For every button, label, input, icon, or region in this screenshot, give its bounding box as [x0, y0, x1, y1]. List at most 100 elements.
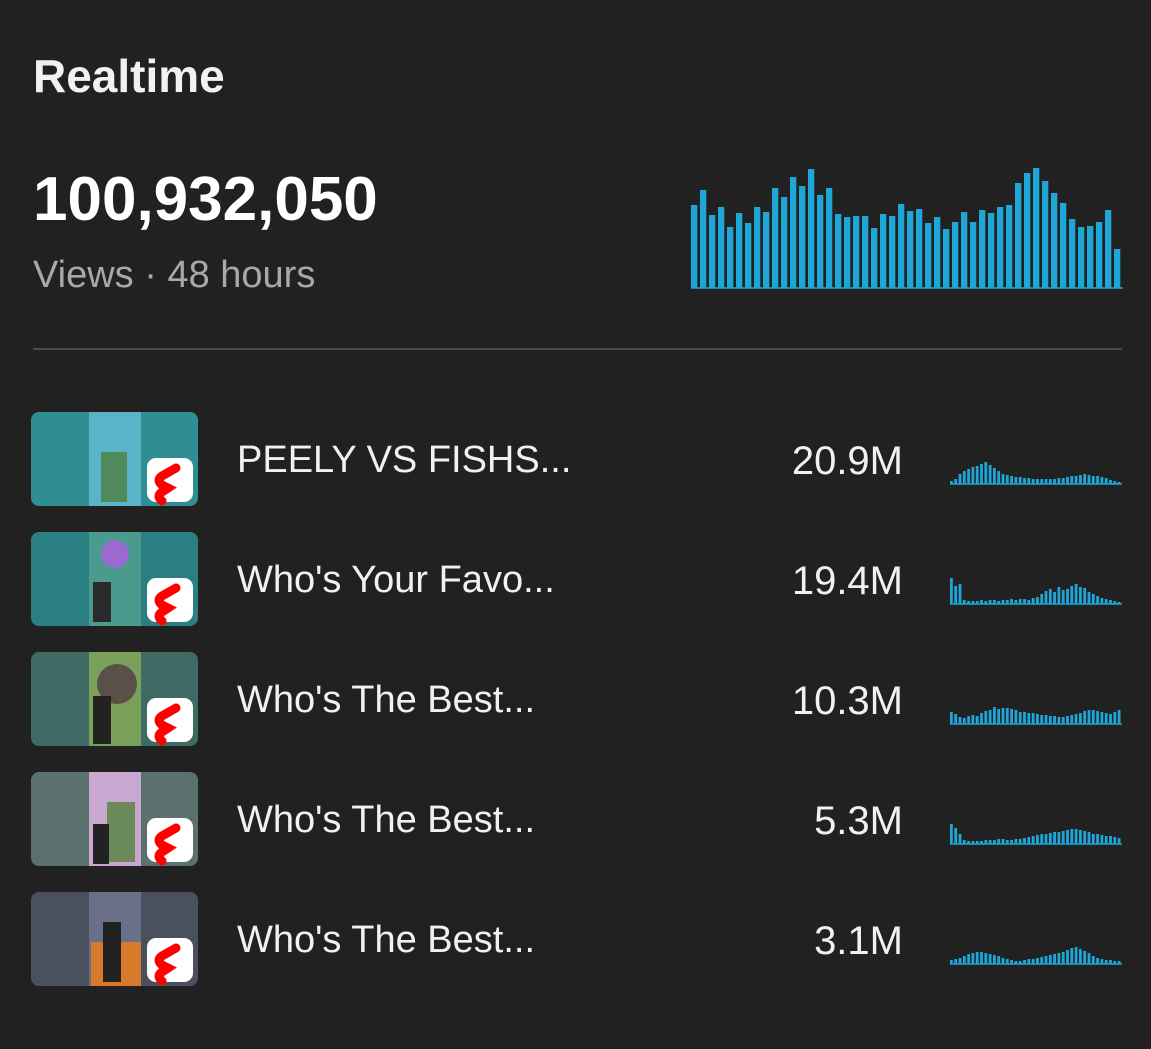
video-views: 20.9M [792, 439, 903, 483]
thumbnail[interactable] [31, 892, 198, 986]
bar [988, 954, 992, 964]
bar [781, 197, 788, 288]
bar [1100, 712, 1104, 724]
bar [1109, 480, 1112, 484]
bar [835, 214, 842, 288]
video-title[interactable]: PEELY VS FISHS... [237, 439, 571, 481]
bar [962, 471, 966, 484]
bar [1066, 477, 1069, 484]
bar [1109, 960, 1112, 964]
bar [993, 955, 996, 964]
bar [889, 216, 896, 288]
bar [1051, 193, 1058, 288]
bar [1057, 953, 1061, 964]
thumbnail[interactable] [31, 532, 198, 626]
video-title[interactable]: Who's Your Favo... [237, 559, 555, 601]
thumbnail[interactable] [31, 772, 198, 866]
card-title: Realtime [33, 50, 225, 102]
bar [826, 188, 833, 288]
bar [1117, 961, 1121, 964]
bar [1040, 479, 1044, 484]
bar [967, 716, 970, 724]
bar [1113, 601, 1117, 604]
bar [1104, 478, 1108, 484]
bar [1057, 832, 1061, 844]
bar [1114, 249, 1121, 288]
bar [1087, 475, 1091, 484]
bar [1070, 948, 1074, 964]
bar [1018, 961, 1022, 964]
total-views: 100,932,050 [33, 165, 378, 234]
bar [1023, 478, 1026, 484]
bar [984, 711, 988, 724]
bar [1060, 203, 1067, 288]
thumbnail[interactable] [31, 652, 198, 746]
bar [1027, 959, 1031, 964]
bar [1001, 474, 1005, 484]
bar [975, 952, 979, 964]
bar [1014, 961, 1018, 964]
bar [1027, 478, 1031, 484]
bar [871, 228, 878, 288]
bar [1117, 602, 1121, 604]
bar [967, 469, 970, 484]
bar [988, 710, 992, 724]
bar [1079, 475, 1082, 484]
bar [988, 600, 992, 604]
bar [1074, 476, 1078, 484]
bar [1036, 714, 1039, 724]
bar [984, 601, 988, 604]
bar [1027, 837, 1031, 844]
bar [958, 834, 962, 844]
bar [1117, 838, 1121, 844]
thumbnail[interactable] [31, 412, 198, 506]
bar [817, 195, 824, 288]
bar [1061, 717, 1065, 724]
bar [736, 213, 743, 288]
video-title[interactable]: Who's The Best... [237, 799, 535, 841]
bar [1069, 219, 1076, 288]
bar [958, 584, 962, 604]
bar [954, 586, 958, 604]
bar [925, 223, 932, 288]
bar [1066, 716, 1069, 724]
bar [1083, 588, 1087, 604]
bar [754, 207, 761, 288]
bar [1031, 836, 1035, 844]
bar [745, 223, 752, 288]
bar [1113, 961, 1117, 964]
bar [997, 601, 1001, 604]
bar [1010, 476, 1013, 484]
bar [975, 601, 979, 604]
bar [1100, 959, 1104, 964]
bar [1040, 957, 1044, 964]
bar [1096, 222, 1103, 288]
bar [993, 468, 996, 484]
bar [1010, 709, 1013, 724]
bar [1023, 599, 1026, 604]
bar [880, 214, 887, 288]
bar [808, 169, 815, 288]
bar [997, 956, 1001, 964]
bar [1100, 835, 1104, 844]
bar [1018, 599, 1022, 604]
bar [1040, 715, 1044, 724]
bar [799, 186, 806, 288]
video-title[interactable]: Who's The Best... [237, 919, 535, 961]
bar [984, 840, 988, 844]
bar [1091, 834, 1095, 844]
bar [950, 824, 953, 844]
bar [979, 210, 986, 288]
bar [971, 601, 975, 604]
bar [1066, 830, 1069, 844]
bar [1096, 958, 1099, 964]
bar [1100, 598, 1104, 604]
bar [962, 600, 966, 604]
bar [1027, 713, 1031, 724]
bar [980, 713, 983, 724]
video-title[interactable]: Who's The Best... [237, 679, 535, 721]
bar [1048, 589, 1052, 604]
bar [1113, 837, 1117, 844]
